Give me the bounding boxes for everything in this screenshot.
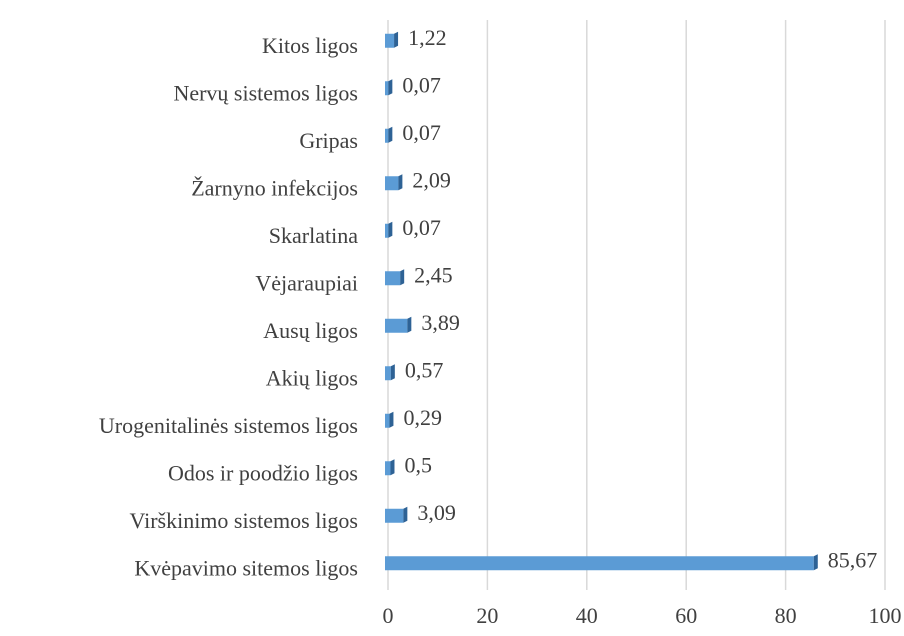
value-label: 0,57 xyxy=(405,357,444,382)
category-label: Virškinimo sistemos ligos xyxy=(130,508,358,533)
bar-side xyxy=(390,459,395,476)
bar xyxy=(385,223,389,238)
value-label: 0,5 xyxy=(404,452,432,477)
bar-side xyxy=(403,506,408,523)
bar xyxy=(385,33,395,48)
value-label: 0,07 xyxy=(402,72,441,97)
category-label: Žarnyno infekcijos xyxy=(191,175,358,200)
category-label: Urogenitalinės sistemos ligos xyxy=(99,413,358,438)
bar xyxy=(385,271,401,286)
bar xyxy=(385,508,404,523)
x-tick-label: 0 xyxy=(383,603,394,628)
value-label: 3,09 xyxy=(417,500,456,525)
category-label: Akių ligos xyxy=(266,365,358,390)
bar xyxy=(385,556,814,571)
value-label: 0,29 xyxy=(403,405,442,430)
category-label: Kvėpavimo sitemos ligos xyxy=(134,555,358,580)
value-label: 2,45 xyxy=(414,262,453,287)
value-label: 3,89 xyxy=(421,310,460,335)
bar-side xyxy=(390,364,395,381)
value-label: 0,07 xyxy=(402,215,441,240)
category-label: Ausų ligos xyxy=(263,318,358,343)
bar-side xyxy=(400,269,405,286)
category-label: Gripas xyxy=(299,128,358,153)
bar xyxy=(385,128,389,143)
category-label: Vėjaraupiai xyxy=(255,270,358,295)
bar-side xyxy=(388,126,393,143)
x-tick-label: 80 xyxy=(775,603,797,628)
x-tick-label: 100 xyxy=(869,603,902,628)
category-label: Skarlatina xyxy=(269,223,358,248)
bar xyxy=(385,176,399,191)
bar-side xyxy=(813,554,818,571)
x-tick-label: 60 xyxy=(675,603,697,628)
bar-side xyxy=(398,174,403,191)
bar-side xyxy=(388,221,393,238)
bar-side xyxy=(407,316,412,333)
bar xyxy=(385,413,390,428)
category-label: Odos ir poodžio ligos xyxy=(168,460,358,485)
bar-side xyxy=(388,79,393,96)
category-label: Nervų sistemos ligos xyxy=(173,80,358,105)
bar xyxy=(385,366,391,381)
bar-side xyxy=(394,31,399,48)
value-label: 2,09 xyxy=(412,167,451,192)
bar xyxy=(385,318,408,333)
value-label: 0,07 xyxy=(402,120,441,145)
bar-side xyxy=(389,411,394,428)
category-label: Kitos ligos xyxy=(262,33,358,58)
value-label: 1,22 xyxy=(408,25,447,50)
bar xyxy=(385,81,389,96)
value-label: 85,67 xyxy=(828,547,878,572)
bar xyxy=(385,461,391,476)
x-tick-label: 20 xyxy=(476,603,498,628)
x-tick-label: 40 xyxy=(576,603,598,628)
